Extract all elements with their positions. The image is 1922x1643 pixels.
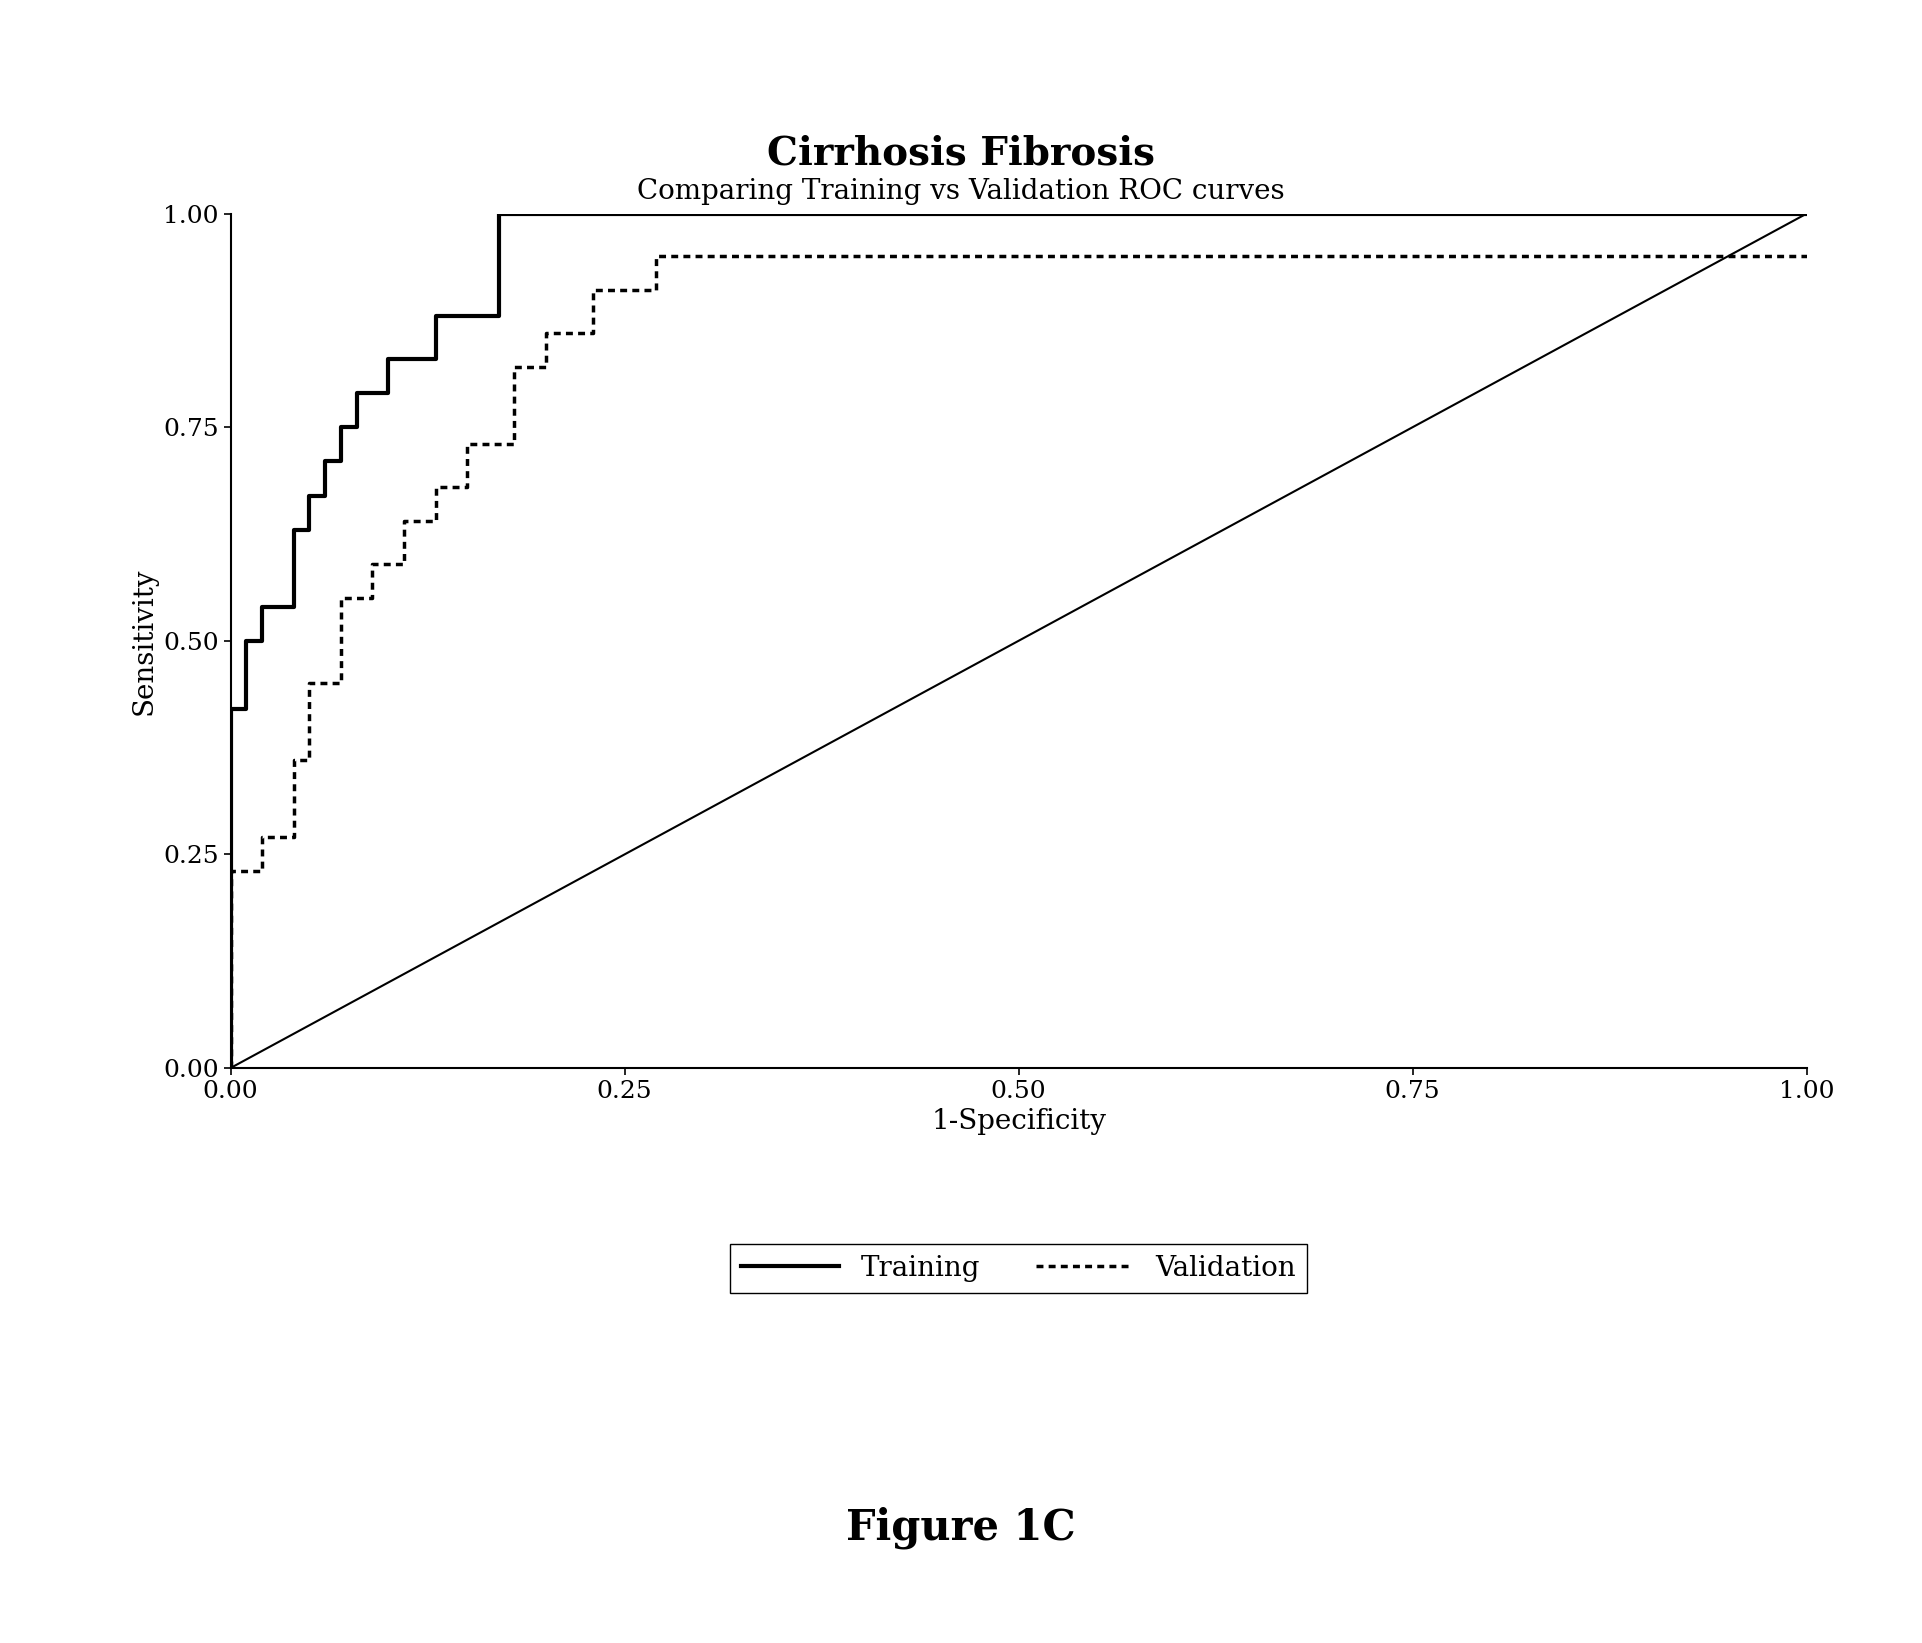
X-axis label: 1-Specificity: 1-Specificity xyxy=(930,1109,1107,1135)
Text: Comparing Training vs Validation ROC curves: Comparing Training vs Validation ROC cur… xyxy=(638,179,1284,205)
Legend: Training, Validation: Training, Validation xyxy=(730,1244,1307,1293)
Y-axis label: Sensitivity: Sensitivity xyxy=(131,567,158,715)
Text: Cirrhosis Fibrosis: Cirrhosis Fibrosis xyxy=(767,135,1155,173)
Text: Figure 1C: Figure 1C xyxy=(846,1507,1076,1549)
